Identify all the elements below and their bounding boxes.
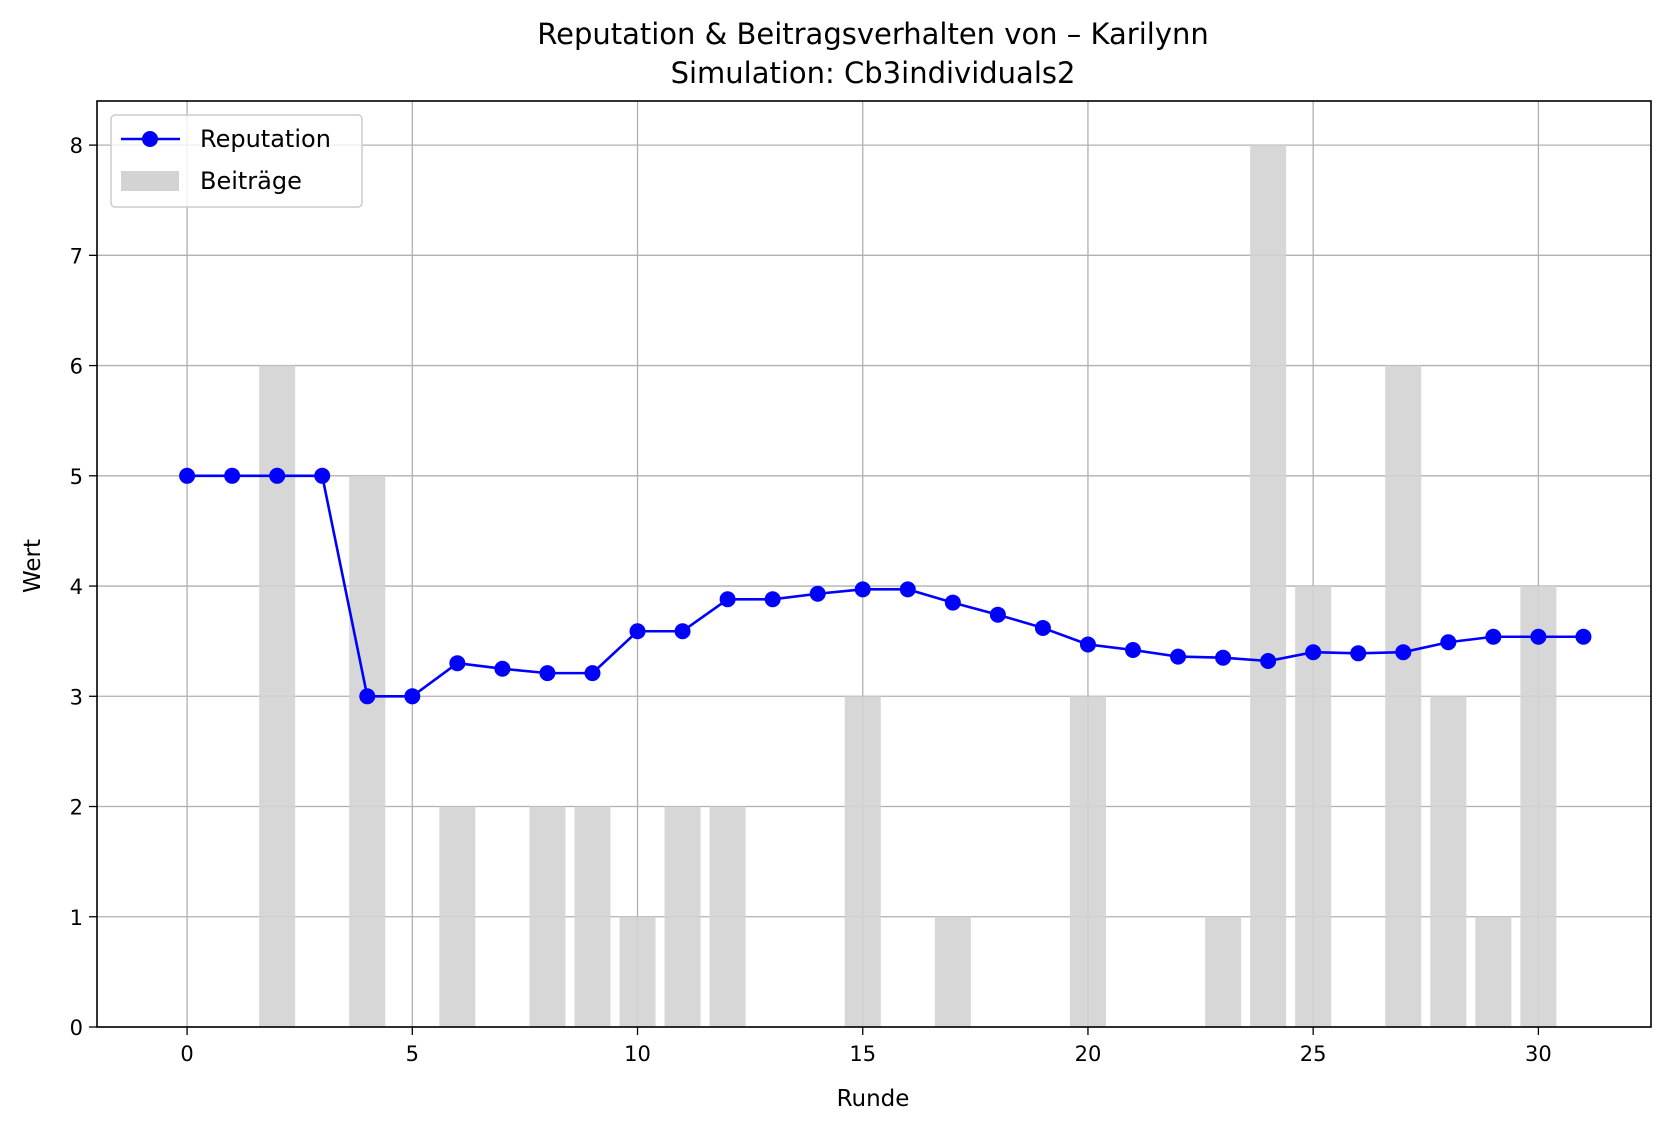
reputation-point xyxy=(404,688,421,705)
y-tick-label: 5 xyxy=(70,465,83,489)
reputation-point xyxy=(449,655,466,672)
y-tick-label: 4 xyxy=(70,575,83,599)
beitraege-bar xyxy=(529,806,566,1027)
beitraege-bar xyxy=(934,916,971,1027)
reputation-point xyxy=(1260,653,1277,670)
x-axis-label: Runde xyxy=(837,1086,910,1112)
reputation-point xyxy=(989,606,1006,623)
reputation-point xyxy=(1350,645,1367,662)
reputation-point xyxy=(674,623,691,640)
chart-subtitle: Simulation: Cb3individuals2 xyxy=(671,56,1076,90)
reputation-point xyxy=(1575,628,1592,645)
beitraege-bar xyxy=(1205,916,1242,1027)
beitraege-bar xyxy=(619,916,656,1027)
x-tick-label: 0 xyxy=(180,1042,193,1066)
y-tick-label: 1 xyxy=(70,906,83,930)
reputation-point xyxy=(629,623,646,640)
reputation-point xyxy=(359,688,376,705)
reputation-point xyxy=(494,660,511,677)
y-tick-label: 6 xyxy=(70,355,83,379)
y-tick-label: 8 xyxy=(70,134,83,158)
reputation-point xyxy=(809,585,826,602)
reputation-point xyxy=(719,591,736,608)
y-tick-label: 0 xyxy=(70,1016,83,1040)
reputation-point xyxy=(764,591,781,608)
y-tick-label: 7 xyxy=(70,244,83,268)
legend-beitraege-swatch xyxy=(121,171,179,191)
reputation-point xyxy=(1170,648,1187,665)
beitraege-bar xyxy=(1250,145,1287,1028)
reputation-point xyxy=(1125,641,1141,658)
x-tick-label: 5 xyxy=(406,1042,419,1066)
legend: Reputation Beiträge xyxy=(110,114,363,208)
reputation-point xyxy=(1215,649,1232,666)
x-tick-label: 15 xyxy=(849,1042,876,1066)
beitraege-bar xyxy=(439,806,476,1027)
reputation-point xyxy=(314,467,331,484)
beitraege-bar xyxy=(1520,586,1557,1027)
beitraege-bar xyxy=(1385,365,1422,1028)
reputation-point xyxy=(944,594,961,611)
y-axis-label: Wert xyxy=(20,539,46,593)
beitraege-bar xyxy=(709,806,746,1027)
reputation-point xyxy=(179,467,196,484)
beitraege-bar xyxy=(1475,916,1512,1027)
reputation-point xyxy=(1305,644,1322,661)
reputation-point xyxy=(269,467,286,484)
beitraege-bar xyxy=(664,806,701,1027)
x-tick-label: 10 xyxy=(624,1042,651,1066)
reputation-point xyxy=(1079,636,1096,653)
beitraege-bar xyxy=(259,365,296,1028)
reputation-point xyxy=(584,665,601,682)
x-tick-label: 20 xyxy=(1075,1042,1102,1066)
reputation-point xyxy=(1530,628,1547,645)
reputation-point xyxy=(1034,619,1051,636)
reputation-point xyxy=(854,581,871,598)
reputation-point xyxy=(224,467,241,484)
beitraege-bar xyxy=(844,696,881,1027)
y-tick-label: 2 xyxy=(70,796,83,820)
reputation-point xyxy=(899,581,916,598)
line-series-reputation xyxy=(179,467,1592,705)
x-tick-label: 30 xyxy=(1525,1042,1552,1066)
beitraege-bar xyxy=(1069,696,1106,1027)
plot-frame xyxy=(96,100,1652,1028)
legend-reputation-marker xyxy=(142,131,158,147)
axis-ticks: 0 5 10 15 20 25 30 0 1 2 3 4 5 6 7 8 xyxy=(70,134,1552,1066)
reputation-point xyxy=(1440,634,1457,651)
x-tick-label: 25 xyxy=(1300,1042,1327,1066)
reputation-point xyxy=(539,665,556,682)
legend-label-reputation: Reputation xyxy=(200,125,331,153)
beitraege-bar xyxy=(574,806,611,1027)
reputation-point xyxy=(1395,644,1412,661)
y-tick-label: 3 xyxy=(70,685,83,709)
beitraege-bar xyxy=(349,475,386,1027)
reputation-point xyxy=(1485,628,1502,645)
bar-series-beitraege xyxy=(259,145,1557,1028)
legend-label-beitraege: Beiträge xyxy=(200,167,302,195)
chart-title: Reputation & Beitragsverhalten von – Kar… xyxy=(537,17,1209,51)
beitraege-bar xyxy=(1430,696,1467,1027)
